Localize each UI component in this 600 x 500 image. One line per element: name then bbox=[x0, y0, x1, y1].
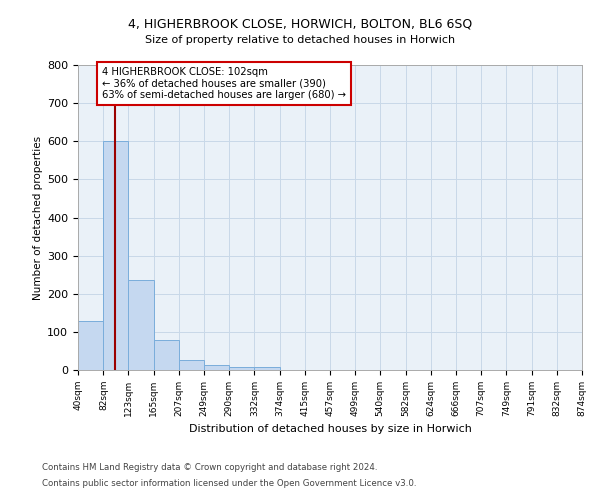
Bar bbox=[229, 366, 254, 370]
Text: 4, HIGHERBROOK CLOSE, HORWICH, BOLTON, BL6 6SQ: 4, HIGHERBROOK CLOSE, HORWICH, BOLTON, B… bbox=[128, 18, 472, 30]
Bar bbox=[179, 360, 205, 370]
Bar bbox=[78, 321, 103, 370]
Bar bbox=[254, 368, 280, 370]
Bar bbox=[128, 280, 154, 370]
Text: Contains public sector information licensed under the Open Government Licence v3: Contains public sector information licen… bbox=[42, 478, 416, 488]
X-axis label: Distribution of detached houses by size in Horwich: Distribution of detached houses by size … bbox=[188, 424, 472, 434]
Bar bbox=[103, 141, 128, 370]
Text: Contains HM Land Registry data © Crown copyright and database right 2024.: Contains HM Land Registry data © Crown c… bbox=[42, 464, 377, 472]
Bar bbox=[205, 366, 229, 370]
Text: 4 HIGHERBROOK CLOSE: 102sqm
← 36% of detached houses are smaller (390)
63% of se: 4 HIGHERBROOK CLOSE: 102sqm ← 36% of det… bbox=[102, 67, 346, 100]
Bar bbox=[154, 340, 179, 370]
Text: Size of property relative to detached houses in Horwich: Size of property relative to detached ho… bbox=[145, 35, 455, 45]
Y-axis label: Number of detached properties: Number of detached properties bbox=[33, 136, 43, 300]
